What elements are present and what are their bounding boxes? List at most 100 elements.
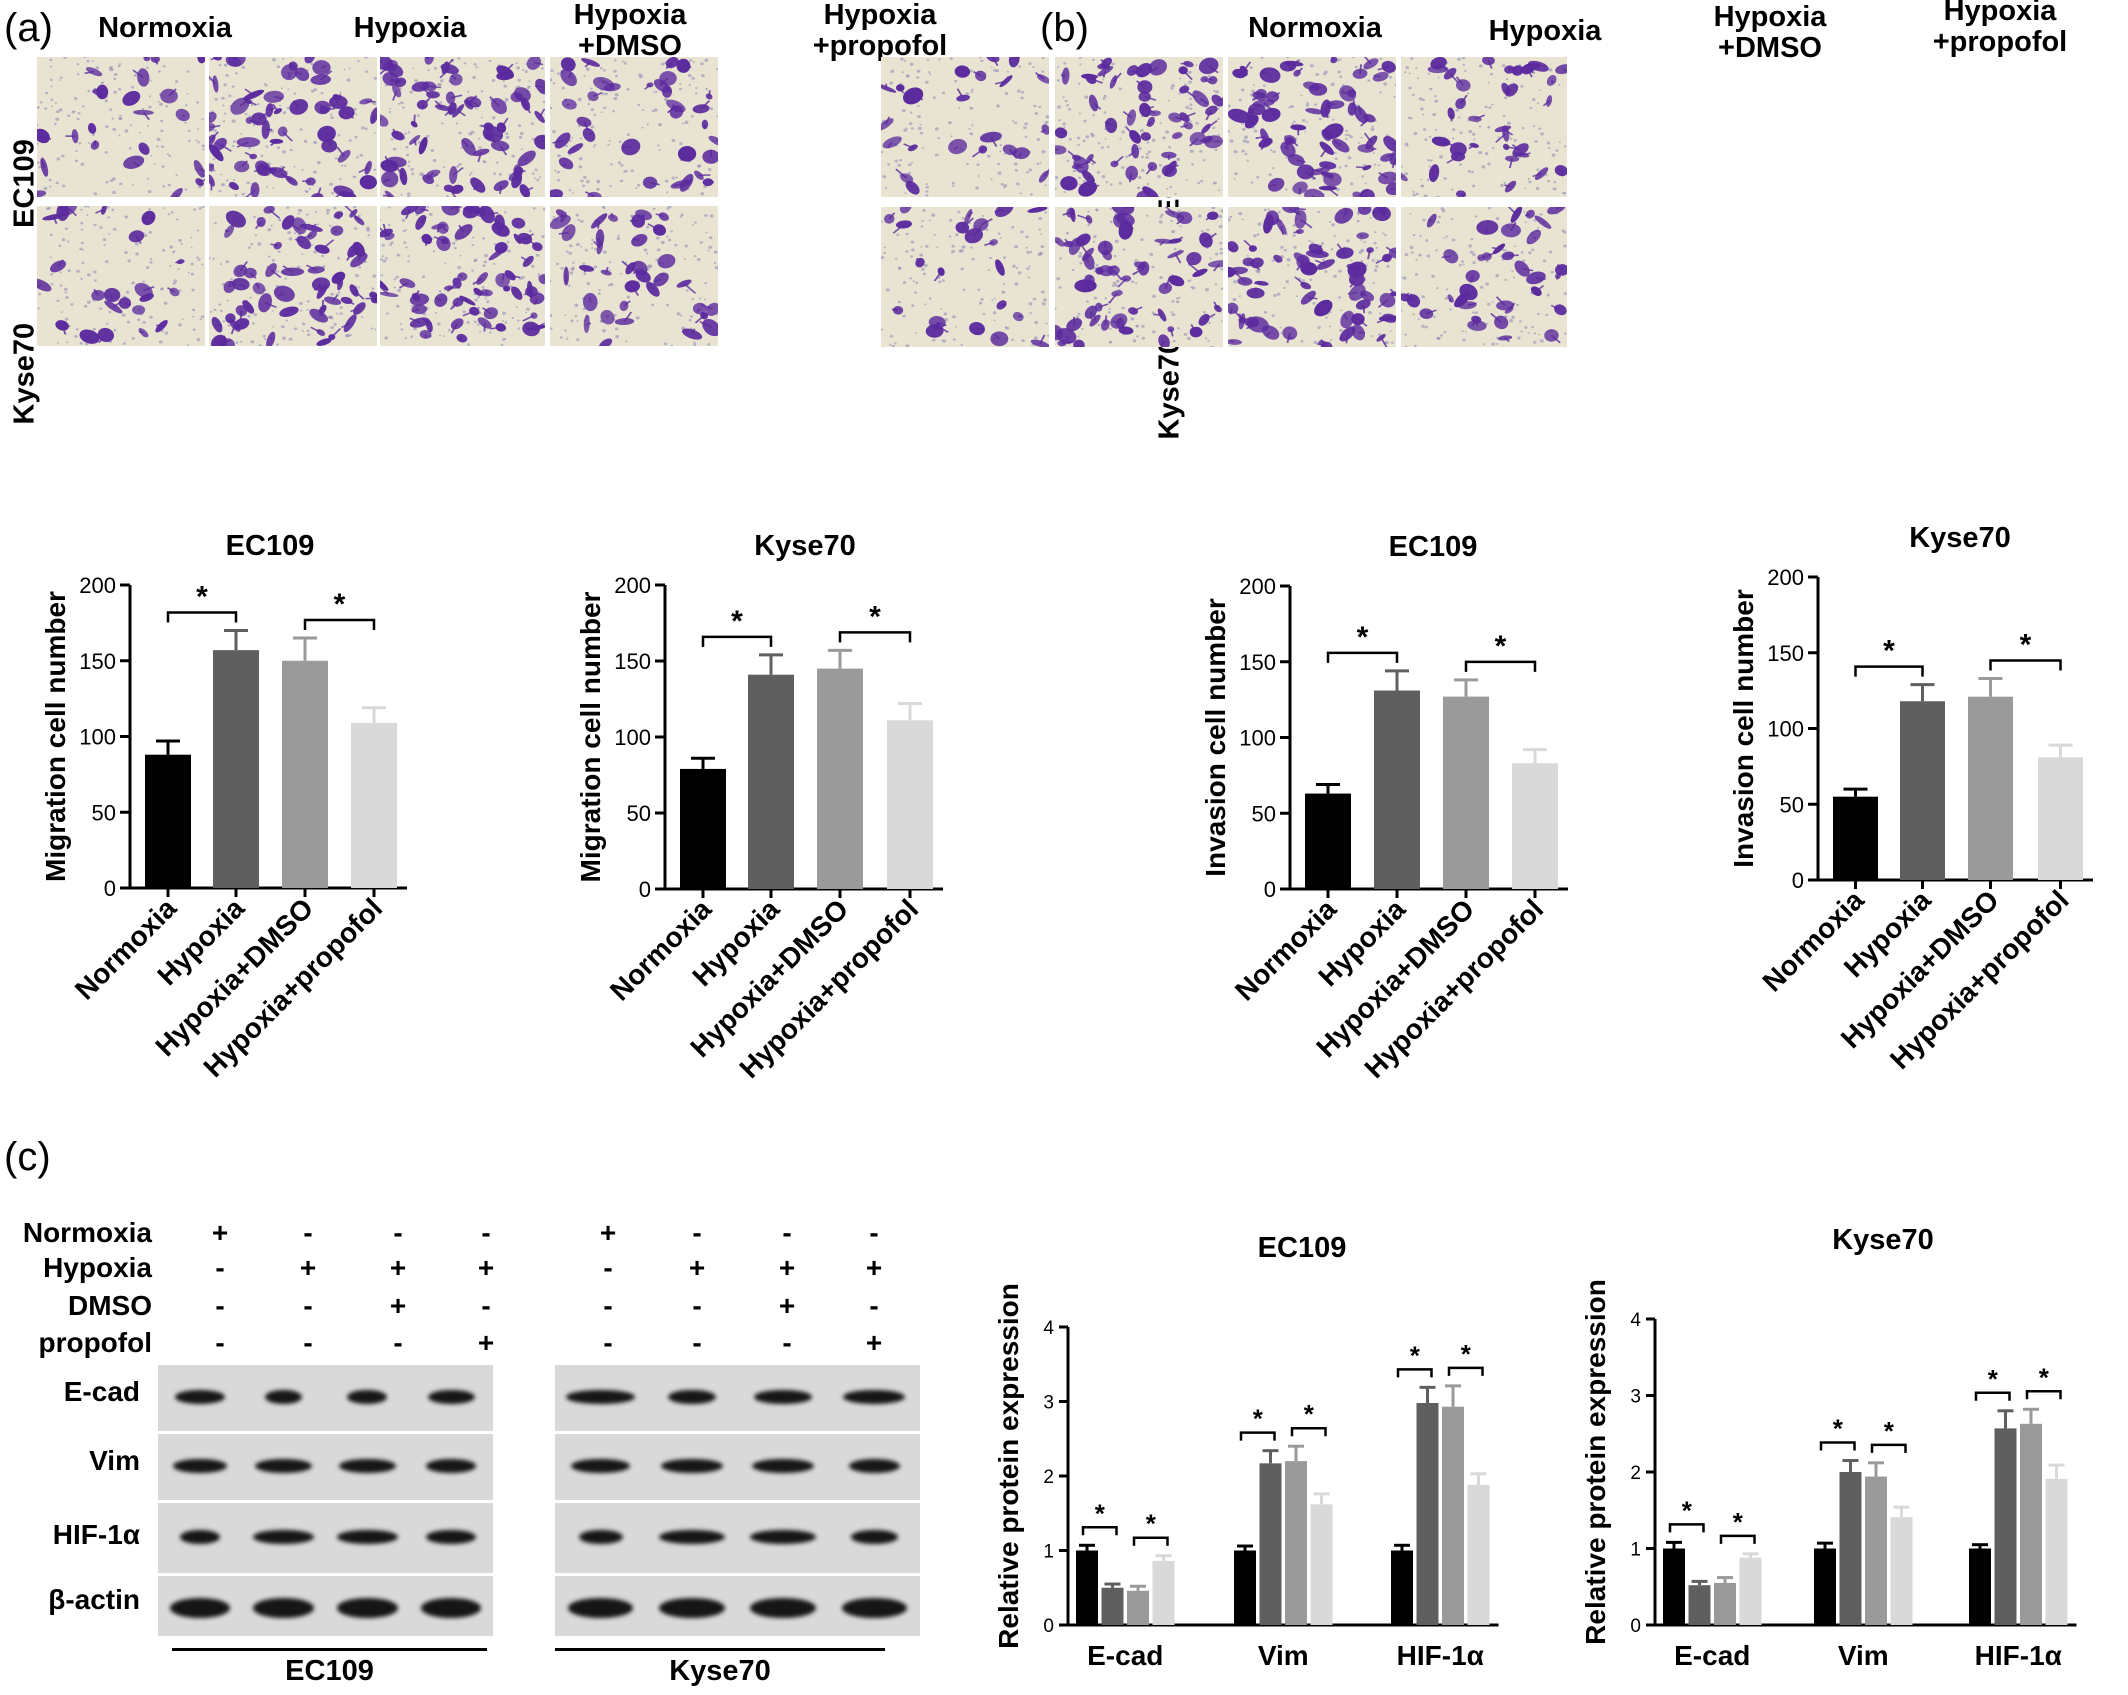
wb-sign: + xyxy=(688,1252,706,1283)
bar-1-0 xyxy=(1234,1550,1256,1625)
y-tick-label: 150 xyxy=(614,649,651,674)
x-category-label: HIF-1α xyxy=(1397,1640,1484,1671)
wb-kyse70-label: Kyse70 xyxy=(669,1655,771,1687)
significance-bracket xyxy=(1447,1366,1484,1376)
x-tick-label: Hypoxia xyxy=(151,892,250,991)
significance-bracket xyxy=(1290,1426,1327,1437)
micrograph-a-1-0 xyxy=(37,206,205,346)
blot-band xyxy=(347,1390,388,1404)
bar-2-2 xyxy=(2020,1423,2042,1625)
wb-sign: - xyxy=(692,1217,702,1248)
bar-2-2 xyxy=(1442,1406,1464,1625)
significance-bracket xyxy=(1464,660,1537,672)
y-tick-label: 100 xyxy=(79,725,116,750)
significance-star: * xyxy=(334,588,346,621)
x-tick-label: Hypoxia xyxy=(1312,893,1411,992)
significance-bracket xyxy=(1974,1391,2011,1401)
wb-sign: - xyxy=(481,1290,491,1321)
significance-star: * xyxy=(1833,1414,1844,1444)
significance-star: * xyxy=(869,600,881,633)
micrograph-b-1-3 xyxy=(1401,207,1567,347)
x-tick-label: Hypoxia+propofol xyxy=(197,892,388,1083)
significance-bracket xyxy=(1326,651,1399,663)
y-tick-label: 50 xyxy=(1252,801,1276,826)
wb-sign: - xyxy=(603,1290,613,1321)
bar-1-3 xyxy=(1310,1504,1333,1625)
y-tick-label: 150 xyxy=(79,649,116,674)
micrograph-a-0-3 xyxy=(550,57,718,197)
wb-sign: - xyxy=(603,1327,613,1358)
bar-2 xyxy=(817,668,863,889)
wb-sign: - xyxy=(869,1290,879,1321)
x-tick-label: Hypoxia+DMSO xyxy=(149,892,319,1062)
y-axis-label: Invasion cell number xyxy=(1200,598,1231,877)
x-category-label: HIF-1α xyxy=(1975,1640,2062,1671)
significance-bracket xyxy=(1854,665,1924,677)
bar-1 xyxy=(748,674,794,889)
y-tick-label: 4 xyxy=(1043,1318,1054,1339)
bar-2-0 xyxy=(1391,1550,1413,1625)
bar-1-2 xyxy=(1865,1476,1887,1625)
wb-sign: - xyxy=(782,1327,792,1358)
bar-0 xyxy=(145,754,191,888)
bar-2-3 xyxy=(1467,1484,1490,1625)
col-header-hypoxia-b: Hypoxia xyxy=(1488,15,1602,47)
chart-5: EC109 0 1 2 3 4 Relative protein expression * * E… xyxy=(993,1232,1499,1671)
blot-band xyxy=(174,1390,225,1404)
wb-ec109-label: EC109 xyxy=(285,1655,374,1687)
y-tick-label: 50 xyxy=(1780,792,1804,817)
bar-3 xyxy=(887,720,933,889)
significance-star: * xyxy=(1733,1507,1744,1537)
wb-label-dmso: DMSO xyxy=(68,1290,152,1321)
significance-star: * xyxy=(1884,1416,1895,1446)
blot-band xyxy=(659,1530,725,1544)
y-axis-label: Invasion cell number xyxy=(1728,589,1759,868)
x-tick-label: Hypoxia+propofol xyxy=(1884,884,2075,1075)
bar-2-3 xyxy=(2045,1478,2068,1625)
significance-bracket xyxy=(701,635,773,647)
wb-label-hypoxia: Hypoxia xyxy=(43,1252,152,1283)
significance-bracket xyxy=(1239,1431,1276,1441)
micrograph-a-0-1 xyxy=(209,57,377,197)
micrograph-a-0-0 xyxy=(37,57,205,197)
chart-title: Kyse70 xyxy=(1909,522,2011,554)
micrograph-a-1-2 xyxy=(380,206,545,346)
col-header-normoxia-b: Normoxia xyxy=(1248,12,1382,44)
blot-band xyxy=(420,1598,482,1618)
chart-title: Kyse70 xyxy=(1832,1224,1934,1256)
significance-star: * xyxy=(731,605,743,638)
bar-2 xyxy=(282,660,328,888)
wb-sign: - xyxy=(215,1290,225,1321)
wb-sign: + xyxy=(389,1252,407,1283)
chart-title: EC109 xyxy=(1258,1232,1347,1264)
micrograph-b-0-0 xyxy=(881,57,1049,197)
wb-kyse70-underline xyxy=(555,1648,885,1651)
blot-band xyxy=(750,1598,816,1618)
x-tick-label: Normoxia xyxy=(69,892,183,1006)
blot-band xyxy=(253,1598,314,1618)
bar-1 xyxy=(1900,701,1945,880)
wb-sign: - xyxy=(869,1217,879,1248)
bar-0 xyxy=(1305,793,1351,889)
chart-4: Kyse70 0 50 100 150 200 Invasion cell number No… xyxy=(1728,522,2093,1075)
blot-band xyxy=(660,1459,723,1473)
bar-0-1 xyxy=(1101,1587,1124,1625)
micrograph-b-0-1 xyxy=(1055,57,1223,197)
blot-band xyxy=(255,1459,313,1473)
significance-star: * xyxy=(2039,1362,2050,1392)
col-header-normoxia-a: Normoxia xyxy=(98,12,232,44)
col-header-hypoxia-a: Hypoxia xyxy=(353,12,467,44)
blot-band xyxy=(173,1459,227,1473)
wb-protein-ecad: E-cad xyxy=(63,1376,140,1407)
bar-0-3 xyxy=(1739,1557,1762,1625)
blot-band xyxy=(659,1598,725,1618)
blot-band xyxy=(265,1390,303,1404)
blot-band xyxy=(427,1390,475,1404)
y-axis-label: Migration cell number xyxy=(575,591,606,882)
y-tick-label: 0 xyxy=(1043,1616,1054,1637)
wb-sign: - xyxy=(303,1327,313,1358)
wb-sign: - xyxy=(303,1217,313,1248)
y-tick-label: 150 xyxy=(1767,641,1804,666)
bar-1-0 xyxy=(1814,1548,1836,1625)
blot-band xyxy=(668,1390,716,1404)
